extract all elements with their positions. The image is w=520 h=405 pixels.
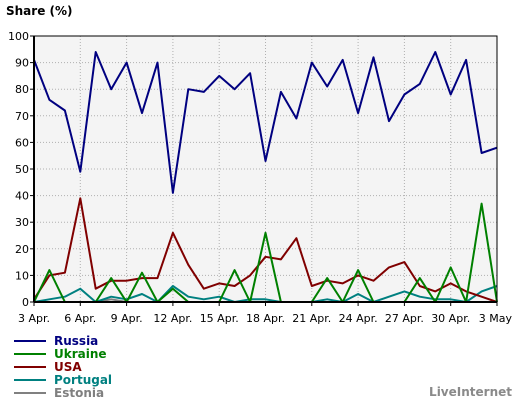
y-tick-label: 20	[15, 243, 29, 256]
legend-label: Ukraine	[54, 346, 107, 361]
legend-label: Estonia	[54, 385, 105, 400]
x-tick-label: 15 Apr.	[200, 312, 239, 325]
legend-item: USA	[14, 359, 112, 374]
y-tick-label: 0	[22, 296, 29, 309]
legend-label: Russia	[54, 333, 99, 348]
y-tick-label: 60	[15, 136, 29, 149]
x-tick-label: 21 Apr.	[292, 312, 331, 325]
x-tick-label: 3 Apr.	[18, 312, 50, 325]
y-tick-label: 100	[8, 30, 29, 43]
legend-item: Estonia	[14, 385, 112, 400]
legend-item: Portugal	[14, 372, 113, 387]
x-tick-label: 12 Apr.	[153, 312, 192, 325]
x-tick-label: 30 Apr.	[431, 312, 470, 325]
legend-item: Russia	[14, 333, 112, 348]
y-tick-label: 70	[15, 110, 29, 123]
x-tick-label: 24 Apr.	[339, 312, 378, 325]
legend: Russia Ukraine USA Portugal Estonia	[14, 333, 113, 400]
y-tick-label: 50	[15, 163, 29, 176]
y-tick-label: 90	[15, 57, 29, 70]
legend-item: Ukraine	[14, 346, 112, 361]
y-tick-label: 80	[15, 83, 29, 96]
y-tick-labels: 0 10 20 30 40 50 60 70 80 90 100	[8, 30, 29, 309]
x-tick-label: 9 Apr.	[111, 312, 143, 325]
legend-label: Portugal	[54, 372, 113, 387]
legend-swatch	[14, 378, 46, 381]
x-tick-label: 3 May	[479, 312, 513, 325]
x-tick-label: 6 Apr.	[64, 312, 96, 325]
series-line-ukraine	[33, 202, 498, 303]
x-tick-label: 27 Apr.	[385, 312, 424, 325]
y-tick-label: 10	[15, 269, 29, 282]
legend-label: USA	[54, 359, 82, 374]
x-tick-label: 18 Apr.	[246, 312, 285, 325]
legend-swatch	[14, 391, 46, 394]
y-tick-label: 30	[15, 216, 29, 229]
brand-label: LiveInternet	[429, 385, 512, 399]
legend-swatch	[14, 352, 46, 355]
series-line-russia	[33, 51, 498, 194]
y-tick-label: 40	[15, 190, 29, 203]
y-axis-label: Share (%)	[6, 4, 73, 18]
legend-swatch	[14, 339, 46, 342]
series-line-usa	[33, 197, 498, 303]
axes	[30, 35, 498, 306]
x-tick-labels: 3 Apr. 6 Apr. 9 Apr. 12 Apr. 15 Apr. 18 Apr. 2…	[18, 312, 512, 325]
series-line-portugal	[33, 285, 498, 303]
legend-swatch	[14, 365, 46, 368]
